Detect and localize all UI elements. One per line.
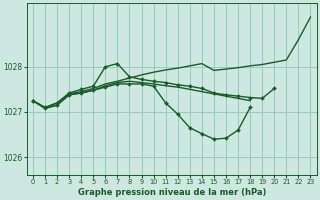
X-axis label: Graphe pression niveau de la mer (hPa): Graphe pression niveau de la mer (hPa) bbox=[77, 188, 266, 197]
